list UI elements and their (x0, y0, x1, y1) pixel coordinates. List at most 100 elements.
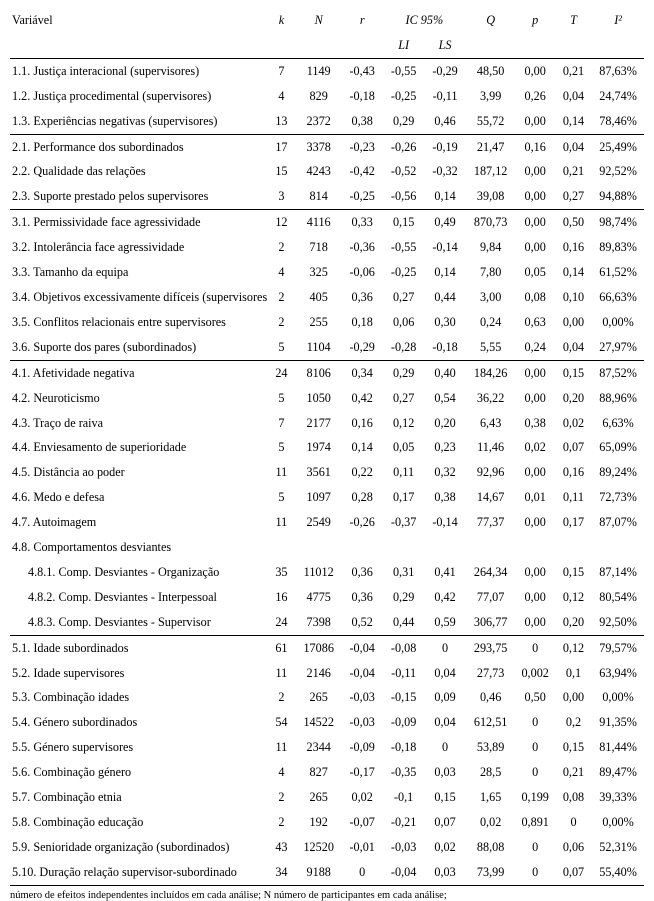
cell-n: 11012 (296, 560, 342, 585)
cell-k: 5 (267, 435, 296, 460)
cell-r: -0,43 (341, 58, 382, 83)
cell-ls: -0,18 (424, 335, 465, 360)
cell-k: 7 (267, 58, 296, 83)
cell-li: -0,25 (383, 84, 424, 109)
cell-ls: 0,38 (424, 485, 465, 510)
cell-variavel: 3.3. Tamanho da equipa (10, 260, 267, 285)
cell-li: 0,44 (383, 610, 424, 635)
cell-i2: 88,96% (592, 386, 644, 411)
cell-t: 0,04 (555, 84, 592, 109)
cell-k (267, 535, 296, 560)
cell-li: 0,05 (383, 435, 424, 460)
cell-q: 21,47 (466, 134, 516, 159)
table-row: 4.2. Neuroticismo510500,420,270,5436,220… (10, 386, 644, 411)
cell-variavel: 3.6. Suporte dos pares (subordinados) (10, 335, 267, 360)
cell-li: -0,21 (383, 810, 424, 835)
cell-r (341, 535, 382, 560)
cell-n: 1149 (296, 58, 342, 83)
cell-q: 9,84 (466, 235, 516, 260)
cell-ls: -0,32 (424, 159, 465, 184)
cell-li: -0,09 (383, 710, 424, 735)
cell-k: 2 (267, 285, 296, 310)
cell-ls: -0,14 (424, 510, 465, 535)
cell-t: 0,16 (555, 460, 592, 485)
cell-r: 0,42 (341, 386, 382, 411)
cell-n: 829 (296, 84, 342, 109)
cell-r: 0,02 (341, 785, 382, 810)
cell-variavel: 2.3. Suporte prestado pelos supervisores (10, 184, 267, 209)
col-ic95: IC 95% (383, 8, 466, 33)
cell-p: 0 (515, 760, 554, 785)
cell-q: 28,5 (466, 760, 516, 785)
cell-variavel: 5.4. Género subordinados (10, 710, 267, 735)
cell-i2: 61,52% (592, 260, 644, 285)
cell-k: 34 (267, 860, 296, 885)
cell-q: 73,99 (466, 860, 516, 885)
cell-i2: 94,88% (592, 184, 644, 209)
cell-n: 14522 (296, 710, 342, 735)
table-row: 3.6. Suporte dos pares (subordinados)511… (10, 335, 644, 360)
cell-variavel: 5.3. Combinação idades (10, 685, 267, 710)
cell-i2: 87,52% (592, 360, 644, 385)
cell-k: 11 (267, 735, 296, 760)
cell-k: 35 (267, 560, 296, 585)
cell-i2: 0,00% (592, 685, 644, 710)
cell-p: 0,38 (515, 411, 554, 436)
cell-n: 827 (296, 760, 342, 785)
cell-variavel: 1.1. Justiça interacional (supervisores) (10, 58, 267, 83)
cell-r: 0,36 (341, 585, 382, 610)
table-row: 4.7. Autoimagem112549-0,26-0,37-0,1477,3… (10, 510, 644, 535)
cell-li: 0,06 (383, 310, 424, 335)
cell-i2: 52,31% (592, 835, 644, 860)
cell-q: 306,77 (466, 610, 516, 635)
cell-p: 0,08 (515, 285, 554, 310)
cell-p: 0,00 (515, 386, 554, 411)
col-p: p (515, 8, 554, 33)
cell-variavel: 4.6. Medo e defesa (10, 485, 267, 510)
cell-li: -0,52 (383, 159, 424, 184)
cell-variavel: 5.5. Género supervisores (10, 735, 267, 760)
cell-t: 0,04 (555, 335, 592, 360)
cell-q: 612,51 (466, 710, 516, 735)
cell-ls: 0,20 (424, 411, 465, 436)
cell-i2: 55,40% (592, 860, 644, 885)
col-q: Q (466, 8, 516, 33)
cell-t: 0,02 (555, 411, 592, 436)
cell-k: 43 (267, 835, 296, 860)
cell-p: 0 (515, 860, 554, 885)
cell-q: 184,26 (466, 360, 516, 385)
cell-q: 293,75 (466, 635, 516, 660)
table-row: 3.2. Intolerância face agressividade2718… (10, 235, 644, 260)
cell-i2: 92,50% (592, 610, 644, 635)
cell-p: 0,00 (515, 560, 554, 585)
cell-ls: 0,40 (424, 360, 465, 385)
table-row: 4.6. Medo e defesa510970,280,170,3814,67… (10, 485, 644, 510)
cell-variavel: 4.1. Afetividade negativa (10, 360, 267, 385)
table-row: 5.4. Género subordinados5414522-0,03-0,0… (10, 710, 644, 735)
table-row: 3.4. Objetivos excessivamente difíceis (… (10, 285, 644, 310)
cell-li: -0,28 (383, 335, 424, 360)
cell-li: -0,26 (383, 134, 424, 159)
cell-k: 4 (267, 84, 296, 109)
cell-n: 4243 (296, 159, 342, 184)
cell-n: 9188 (296, 860, 342, 885)
cell-k: 3 (267, 184, 296, 209)
cell-r: -0,29 (341, 335, 382, 360)
cell-li: 0,29 (383, 360, 424, 385)
cell-li: 0,29 (383, 585, 424, 610)
cell-li: -0,55 (383, 235, 424, 260)
cell-i2: 87,14% (592, 560, 644, 585)
table-row: 1.1. Justiça interacional (supervisores)… (10, 58, 644, 83)
cell-li: -0,08 (383, 635, 424, 660)
table-row: 4.8.3. Comp. Desviantes - Supervisor2473… (10, 610, 644, 635)
cell-k: 11 (267, 510, 296, 535)
cell-i2: 63,94% (592, 661, 644, 686)
cell-ls: 0,04 (424, 710, 465, 735)
cell-p: 0 (515, 710, 554, 735)
cell-k: 5 (267, 386, 296, 411)
table-row: 2.1. Performance dos subordinados173378-… (10, 134, 644, 159)
cell-t: 0,16 (555, 235, 592, 260)
cell-r: 0,52 (341, 610, 382, 635)
cell-p: 0,00 (515, 109, 554, 134)
cell-q (466, 535, 516, 560)
